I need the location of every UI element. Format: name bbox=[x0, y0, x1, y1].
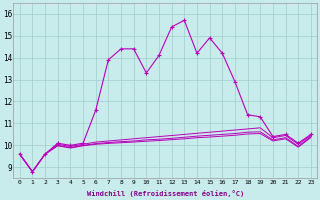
X-axis label: Windchill (Refroidissement éolien,°C): Windchill (Refroidissement éolien,°C) bbox=[87, 190, 244, 197]
